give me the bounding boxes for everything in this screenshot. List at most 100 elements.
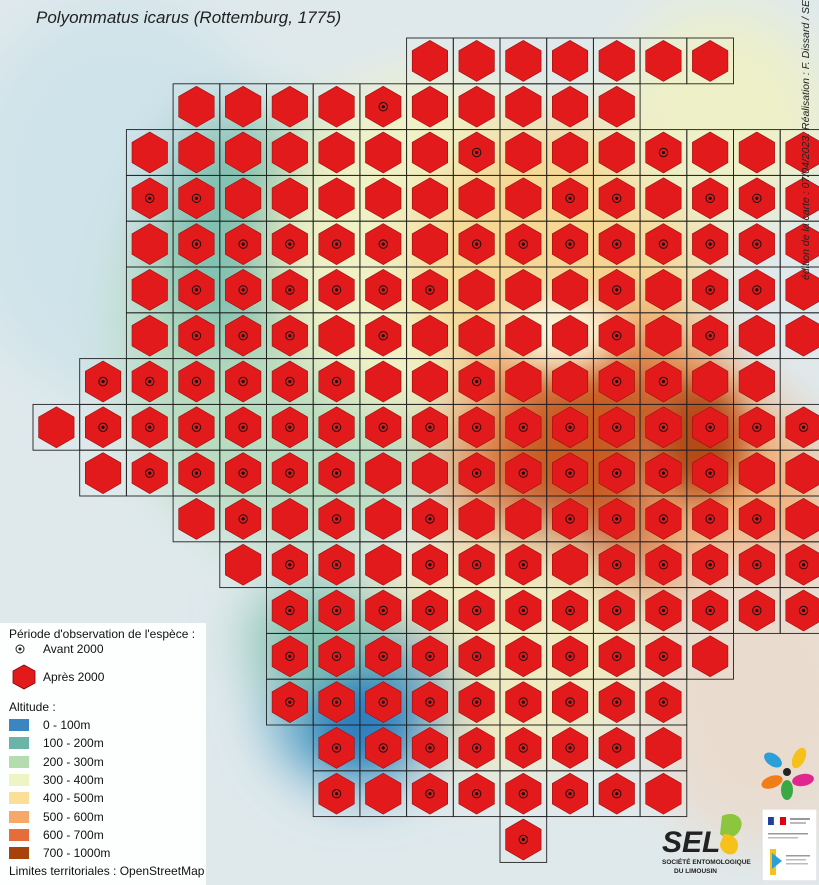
dot-marker-ring xyxy=(378,285,388,295)
hexagon-marker xyxy=(458,269,495,311)
hexagon-marker xyxy=(505,40,542,82)
hexagon-marker xyxy=(645,772,682,815)
dot-marker-ring xyxy=(331,789,342,799)
dot-marker-ring xyxy=(238,239,248,249)
dot-marker-center xyxy=(615,792,619,796)
hexagon-marker xyxy=(411,314,449,357)
hexagon-marker xyxy=(738,452,775,494)
dot-marker-ring xyxy=(425,422,435,432)
grid-cell-before-after xyxy=(733,495,781,543)
dot-marker-ring xyxy=(752,239,762,249)
dot-marker-ring xyxy=(378,422,388,432)
hexagon-marker xyxy=(458,85,495,128)
hexagon-marker xyxy=(411,40,449,82)
hexagon-marker xyxy=(505,314,542,357)
hexagon-marker xyxy=(131,314,168,357)
dot-marker-ring xyxy=(658,147,669,158)
dot-marker-center xyxy=(708,334,712,338)
dot-marker-ring xyxy=(518,468,529,478)
hexagon-marker xyxy=(365,772,402,815)
dot-marker-ring xyxy=(471,147,482,158)
dot-marker-ring xyxy=(285,331,295,341)
hexagon-marker xyxy=(551,269,589,311)
grid-cell-before-after xyxy=(499,678,548,726)
dot-marker-center xyxy=(521,746,525,750)
hexagon-marker xyxy=(505,498,542,540)
dot-marker-center xyxy=(521,837,525,842)
dot-marker-center xyxy=(241,517,245,521)
grid-cell-before-after xyxy=(686,266,734,314)
grid-cell-before-after xyxy=(733,403,781,451)
hexagon-marker xyxy=(692,635,729,678)
dot-marker-center xyxy=(194,425,199,429)
hexagon-marker xyxy=(131,131,168,174)
dot-marker-center xyxy=(521,242,525,246)
legend-after-label: Après 2000 xyxy=(43,670,105,684)
grid-cell-before-after xyxy=(733,266,781,314)
dot-marker-center xyxy=(568,700,572,704)
dot-marker-ring xyxy=(471,468,482,478)
dot-marker-center xyxy=(194,379,199,384)
grid-cell-before-after xyxy=(79,358,127,405)
dot-marker-center xyxy=(661,608,666,613)
grid-cell-after xyxy=(779,312,819,360)
grid-cell-before-after xyxy=(733,587,781,634)
hexagon-marker xyxy=(785,452,819,494)
grid-cell-before-after xyxy=(266,266,314,314)
dot-marker-center xyxy=(241,425,245,429)
dot-marker-ring xyxy=(238,331,248,341)
grid-cell-after xyxy=(219,129,267,176)
dot-marker-ring xyxy=(612,743,622,753)
flower-logo xyxy=(761,747,814,800)
grid-cell-after xyxy=(219,83,267,131)
dot-marker-center xyxy=(615,700,619,704)
dot-marker-ring xyxy=(612,789,622,799)
altitude-class-row: 700 - 1000m xyxy=(9,845,110,861)
dot-marker-ring xyxy=(471,651,482,661)
dot-marker-center xyxy=(148,425,152,429)
dot-marker-center xyxy=(568,517,572,521)
dot-marker-ring xyxy=(612,193,622,204)
dot-marker-center xyxy=(615,334,619,338)
dot-marker-center xyxy=(661,563,666,567)
grid-cell-before-after xyxy=(266,358,314,405)
hexagon-marker xyxy=(458,498,495,540)
dot-marker-center xyxy=(661,379,666,384)
dot-marker-center xyxy=(381,288,385,292)
hexagon-marker xyxy=(551,131,589,174)
dot-marker-center xyxy=(428,746,432,750)
hexagon-marker xyxy=(598,40,635,82)
dot-marker-center xyxy=(755,425,759,429)
dot-marker-center xyxy=(194,196,199,200)
dot-marker-center xyxy=(521,654,525,658)
dot-marker-center xyxy=(568,654,572,658)
dot-marker-center xyxy=(708,517,712,521)
dot-marker-center xyxy=(801,608,806,613)
dot-marker-center xyxy=(708,288,712,292)
hexagon-symbol-icon xyxy=(12,664,36,690)
dot-marker-center xyxy=(568,608,572,613)
dot-marker-ring xyxy=(191,468,202,478)
dot-marker-center xyxy=(334,746,339,750)
hexagon-marker xyxy=(271,498,308,540)
dot-marker-center xyxy=(615,654,619,658)
dot-marker-center xyxy=(521,792,525,796)
dot-marker-center xyxy=(194,288,199,292)
dot-marker-center xyxy=(708,425,712,429)
dot-marker-ring xyxy=(471,239,482,249)
dot-marker-center xyxy=(381,242,385,246)
dot-marker-center xyxy=(101,425,105,429)
grid-cell-before-after xyxy=(733,541,781,589)
dot-marker-center xyxy=(521,700,525,704)
hexagon-marker xyxy=(505,269,542,311)
dot-marker-center xyxy=(334,700,339,704)
altitude-class-label: 700 - 1000m xyxy=(43,846,111,861)
dot-marker-center xyxy=(428,563,432,567)
grid-cell-before-after xyxy=(406,770,454,818)
dot-marker-ring xyxy=(658,239,669,249)
dot-marker-ring xyxy=(612,285,622,295)
hexagon-marker xyxy=(505,131,542,174)
dot-marker-ring xyxy=(331,468,342,478)
dot-marker-ring xyxy=(285,697,295,707)
hexagon-marker xyxy=(692,360,729,403)
